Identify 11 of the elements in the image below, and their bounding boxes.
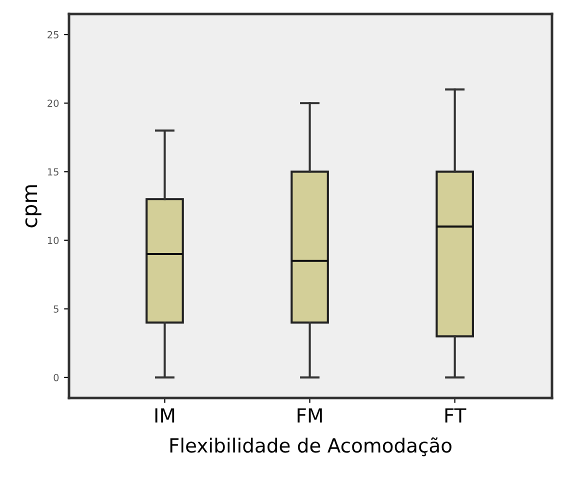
y-tick-label: 20 xyxy=(48,100,59,107)
x-tick-label: FT xyxy=(445,408,466,422)
x-axis-title: Flexibilidade de Acomodação xyxy=(170,437,452,456)
y-axis-title: cpm xyxy=(25,185,42,228)
y-tick-label: 15 xyxy=(48,168,58,176)
y-tick-label: 0 xyxy=(54,374,59,382)
y-tick-label: 5 xyxy=(54,305,58,313)
x-tick-label: FM xyxy=(298,408,322,422)
y-tick-label: 10 xyxy=(48,236,59,244)
x-tick-label: IM xyxy=(155,408,174,422)
y-tick-label: 25 xyxy=(48,31,58,38)
